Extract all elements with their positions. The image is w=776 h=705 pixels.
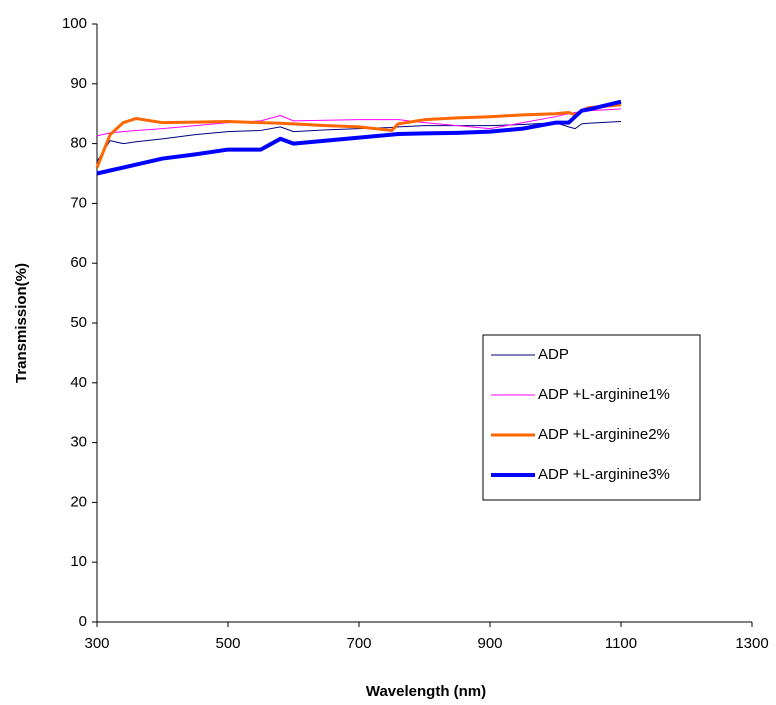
- legend-label: ADP +L-arginine3%: [538, 466, 670, 483]
- y-tick-label: 30: [70, 434, 87, 451]
- legend-box: [482, 334, 701, 501]
- y-tick-label: 50: [70, 314, 87, 331]
- x-axis-title: Wavelength (nm): [366, 683, 486, 700]
- y-tick-label: 10: [70, 553, 87, 570]
- y-tick-label: 90: [70, 75, 87, 92]
- y-tick-label: 0: [79, 613, 87, 630]
- y-tick-label: 80: [70, 135, 87, 152]
- x-tick-label: 1300: [735, 635, 768, 652]
- y-tick-label: 60: [70, 254, 87, 271]
- y-tick-label: 70: [70, 194, 87, 211]
- legend-label: ADP +L-arginine2%: [538, 426, 670, 443]
- x-tick-label: 700: [346, 635, 371, 652]
- series-line: [95, 103, 622, 169]
- y-tick-label: 40: [70, 374, 87, 391]
- y-axis-title: Transmission(%): [13, 263, 30, 383]
- x-tick-label: 500: [215, 635, 240, 652]
- y-tick-label: 100: [62, 15, 87, 32]
- series-line: [96, 99, 622, 176]
- x-tick-label: 1100: [605, 635, 637, 652]
- x-tick-label: 900: [477, 635, 502, 652]
- legend-label: ADP: [538, 346, 569, 363]
- y-tick-label: 20: [70, 493, 87, 510]
- x-tick-label: 300: [84, 635, 109, 652]
- legend-label: ADP +L-arginine1%: [538, 386, 670, 403]
